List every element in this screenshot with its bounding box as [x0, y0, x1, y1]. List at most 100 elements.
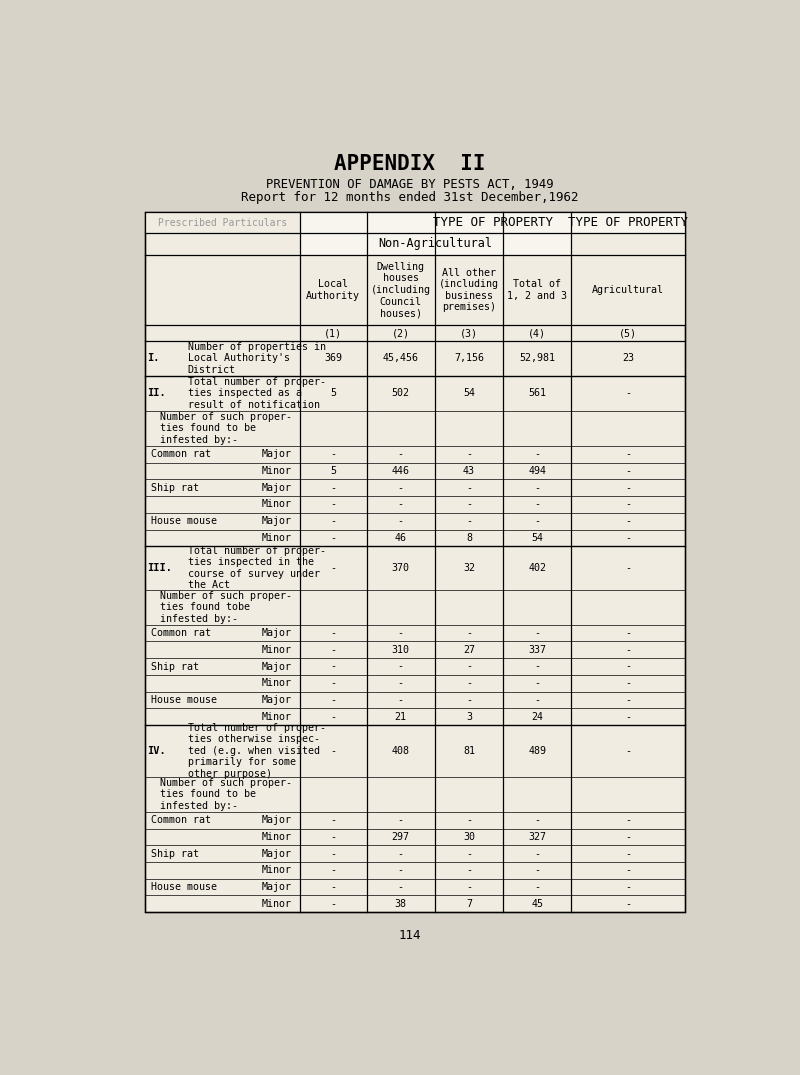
- Text: I.: I.: [147, 354, 160, 363]
- Text: House mouse: House mouse: [151, 516, 217, 526]
- Text: -: -: [398, 661, 404, 672]
- Text: -: -: [625, 848, 631, 859]
- Text: Minor: Minor: [262, 832, 291, 842]
- Text: -: -: [330, 746, 336, 756]
- Text: 81: 81: [463, 746, 475, 756]
- Text: Major: Major: [262, 516, 291, 526]
- Text: -: -: [330, 694, 336, 705]
- Text: -: -: [466, 516, 472, 526]
- Text: TYPE OF PROPERTY: TYPE OF PROPERTY: [433, 216, 553, 229]
- Text: -: -: [625, 533, 631, 543]
- Bar: [300, 233, 571, 255]
- Text: -: -: [466, 483, 472, 492]
- Text: Minor: Minor: [262, 865, 291, 875]
- Text: -: -: [625, 388, 631, 399]
- Text: Total number of proper-
ties inspected in the
course of survey under
the Act: Total number of proper- ties inspected i…: [187, 545, 326, 590]
- Text: Major: Major: [262, 483, 291, 492]
- Text: -: -: [330, 832, 336, 842]
- Text: Minor: Minor: [262, 678, 291, 688]
- Text: (3): (3): [460, 328, 478, 338]
- Text: Ship rat: Ship rat: [151, 661, 199, 672]
- Text: -: -: [625, 882, 631, 892]
- Text: 114: 114: [398, 929, 422, 942]
- Text: -: -: [625, 832, 631, 842]
- Text: -: -: [330, 500, 336, 510]
- Text: -: -: [625, 694, 631, 705]
- Text: Minor: Minor: [262, 533, 291, 543]
- Text: III.: III.: [147, 563, 172, 573]
- Text: -: -: [398, 694, 404, 705]
- Text: -: -: [625, 661, 631, 672]
- Text: 32: 32: [463, 563, 475, 573]
- Text: 327: 327: [528, 832, 546, 842]
- Text: -: -: [398, 865, 404, 875]
- Text: Dwelling
houses
(including
Council
houses): Dwelling houses (including Council house…: [370, 261, 430, 318]
- Text: Local
Authority: Local Authority: [306, 280, 360, 301]
- Text: -: -: [330, 483, 336, 492]
- Text: Major: Major: [262, 449, 291, 459]
- Text: -: -: [398, 882, 404, 892]
- Text: House mouse: House mouse: [151, 694, 217, 705]
- Text: Major: Major: [262, 848, 291, 859]
- Text: -: -: [330, 678, 336, 688]
- Text: -: -: [466, 848, 472, 859]
- Text: -: -: [466, 449, 472, 459]
- Text: -: -: [534, 449, 540, 459]
- Text: -: -: [625, 678, 631, 688]
- Text: -: -: [330, 628, 336, 639]
- Text: -: -: [534, 628, 540, 639]
- Text: -: -: [625, 500, 631, 510]
- Text: -: -: [625, 645, 631, 655]
- Text: -: -: [625, 516, 631, 526]
- Bar: [435, 255, 503, 326]
- Bar: [571, 255, 685, 326]
- Text: 3: 3: [466, 712, 472, 721]
- Text: Minor: Minor: [262, 712, 291, 721]
- Text: Minor: Minor: [262, 899, 291, 908]
- Text: -: -: [330, 848, 336, 859]
- Bar: [300, 212, 685, 233]
- Text: -: -: [330, 882, 336, 892]
- Text: Minor: Minor: [262, 467, 291, 476]
- Text: Common rat: Common rat: [151, 815, 211, 826]
- Text: 370: 370: [392, 563, 410, 573]
- Text: 52,981: 52,981: [519, 354, 555, 363]
- Bar: [366, 255, 435, 326]
- Text: Agricultural: Agricultural: [592, 285, 664, 295]
- Text: 446: 446: [392, 467, 410, 476]
- Text: -: -: [330, 899, 336, 908]
- Text: -: -: [330, 865, 336, 875]
- Text: 402: 402: [528, 563, 546, 573]
- Text: Number of such proper-
ties found tobe
infested by:-: Number of such proper- ties found tobe i…: [161, 590, 293, 624]
- Text: -: -: [398, 449, 404, 459]
- Text: Minor: Minor: [262, 645, 291, 655]
- Text: 489: 489: [528, 746, 546, 756]
- Text: -: -: [330, 533, 336, 543]
- Text: -: -: [625, 563, 631, 573]
- Text: 54: 54: [531, 533, 543, 543]
- Text: -: -: [534, 882, 540, 892]
- Text: Report for 12 months ended 31st December,1962: Report for 12 months ended 31st December…: [242, 191, 578, 204]
- Text: -: -: [398, 483, 404, 492]
- Text: -: -: [466, 628, 472, 639]
- Text: -: -: [466, 678, 472, 688]
- Text: -: -: [398, 628, 404, 639]
- Text: 23: 23: [622, 354, 634, 363]
- Text: 7: 7: [466, 899, 472, 908]
- Text: 27: 27: [463, 645, 475, 655]
- Text: 7,156: 7,156: [454, 354, 484, 363]
- Text: -: -: [625, 899, 631, 908]
- Text: -: -: [466, 661, 472, 672]
- Text: All other
(including
business
premises): All other (including business premises): [439, 268, 499, 313]
- Text: Major: Major: [262, 882, 291, 892]
- Text: 5: 5: [330, 388, 336, 399]
- Bar: [145, 212, 300, 233]
- Text: -: -: [330, 661, 336, 672]
- Text: -: -: [625, 712, 631, 721]
- Text: 337: 337: [528, 645, 546, 655]
- Text: 561: 561: [528, 388, 546, 399]
- Text: (5): (5): [619, 328, 637, 338]
- Text: 43: 43: [463, 467, 475, 476]
- Text: 46: 46: [394, 533, 406, 543]
- Text: -: -: [534, 678, 540, 688]
